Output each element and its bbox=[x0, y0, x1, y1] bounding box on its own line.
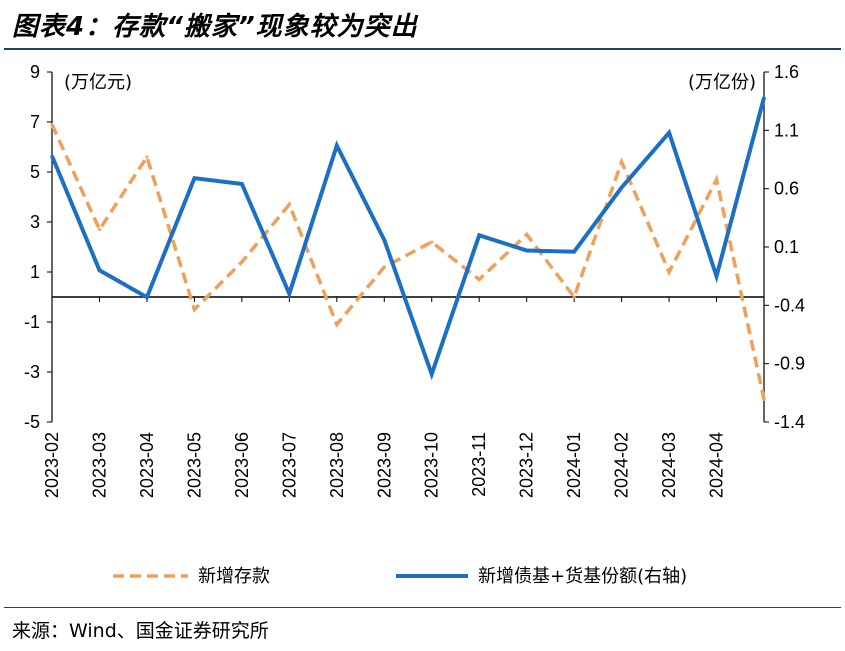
left-tick-label: 3 bbox=[30, 212, 40, 232]
data-point bbox=[335, 323, 339, 326]
data-point bbox=[762, 96, 766, 100]
axes: 9 7 5 3 1 -1 -3 -5 1.6 1.1 0.6 0.1 -0.4 -0.9 -1.4 (万亿元)… bbox=[24, 62, 805, 498]
x-tick-label: 2023-06 bbox=[232, 432, 252, 498]
x-tick-label: 2024-03 bbox=[659, 432, 679, 498]
data-point bbox=[572, 250, 576, 254]
data-point bbox=[477, 233, 481, 237]
data-point bbox=[667, 131, 671, 135]
data-point bbox=[430, 372, 434, 376]
data-point bbox=[50, 154, 54, 158]
data-point bbox=[192, 308, 196, 311]
data-point bbox=[430, 240, 434, 244]
x-tick-label: 2023-03 bbox=[89, 432, 109, 498]
left-tick-label: -1 bbox=[24, 312, 40, 332]
data-point bbox=[715, 274, 719, 278]
data-point bbox=[382, 265, 386, 269]
data-point bbox=[97, 268, 101, 272]
data-point bbox=[382, 238, 386, 242]
x-tick-label: 2024-04 bbox=[707, 432, 727, 498]
data-point bbox=[572, 295, 576, 299]
legend-label: 新增存款 bbox=[198, 566, 270, 587]
right-tick-label: -0.9 bbox=[774, 354, 805, 374]
series-line-fund-shares bbox=[50, 97, 766, 381]
data-point bbox=[335, 144, 339, 147]
data-point bbox=[287, 203, 291, 206]
x-tick-label: 2024-02 bbox=[612, 432, 632, 498]
left-axis-unit: (万亿元) bbox=[64, 72, 132, 93]
right-tick-label: 1.1 bbox=[774, 120, 799, 140]
left-tick-label: -3 bbox=[24, 362, 40, 382]
title-rule bbox=[4, 48, 841, 50]
right-axis-unit: (万亿份) bbox=[688, 72, 756, 93]
x-tick-label: 2023-07 bbox=[279, 432, 299, 498]
data-point bbox=[477, 278, 481, 281]
right-tick-label: -0.4 bbox=[774, 295, 805, 315]
data-point bbox=[762, 398, 766, 401]
x-tick-label: 2024-01 bbox=[564, 432, 584, 498]
legend-label: 新增债基+货基份额(右轴) bbox=[478, 566, 687, 587]
x-tick-label: 2023-09 bbox=[374, 432, 394, 498]
x-tick-label: 2023-05 bbox=[184, 432, 204, 498]
x-tick-label: 2023-10 bbox=[422, 432, 442, 498]
data-point bbox=[50, 123, 54, 126]
right-tick-label: -1.4 bbox=[774, 412, 805, 432]
source-note: 来源：Wind、国金证券研究所 bbox=[12, 620, 269, 642]
chart-title: 图表4：存款“搬家”现象较为突出 bbox=[12, 12, 418, 42]
chart: 9 7 5 3 1 -1 -3 -5 1.6 1.1 0.6 0.1 -0.4 -0.9 -1.4 (万亿元)… bbox=[24, 62, 805, 587]
x-tick-label: 2023-04 bbox=[137, 432, 157, 498]
data-point bbox=[715, 178, 719, 181]
left-tick-label: 5 bbox=[30, 162, 40, 182]
x-tick-label: 2023-02 bbox=[42, 432, 62, 498]
data-point bbox=[667, 270, 671, 274]
legend: 新增存款 新增债基+货基份额(右轴) bbox=[113, 566, 687, 587]
data-point bbox=[145, 155, 149, 159]
data-point bbox=[620, 160, 624, 164]
right-tick-label: 0.1 bbox=[774, 237, 799, 257]
source-rule bbox=[4, 607, 841, 608]
left-tick-label: 9 bbox=[30, 62, 40, 82]
data-point bbox=[620, 186, 624, 189]
left-tick-label: -5 bbox=[24, 412, 40, 432]
data-point bbox=[287, 292, 291, 296]
data-point bbox=[525, 249, 529, 252]
right-tick-label: 0.6 bbox=[774, 179, 799, 199]
data-point bbox=[145, 295, 149, 299]
x-tick-label: 2023-11 bbox=[469, 432, 489, 497]
series-layer bbox=[50, 96, 766, 401]
data-point bbox=[97, 228, 101, 231]
right-tick-label: 1.6 bbox=[774, 62, 799, 82]
left-tick-label: 7 bbox=[30, 112, 40, 132]
left-tick-label: 1 bbox=[30, 262, 40, 282]
data-point bbox=[192, 176, 196, 180]
data-point bbox=[240, 260, 244, 264]
x-tick-label: 2023-12 bbox=[517, 432, 537, 498]
data-point bbox=[240, 182, 244, 186]
data-point bbox=[525, 233, 529, 236]
x-tick-label: 2023-08 bbox=[327, 432, 347, 498]
